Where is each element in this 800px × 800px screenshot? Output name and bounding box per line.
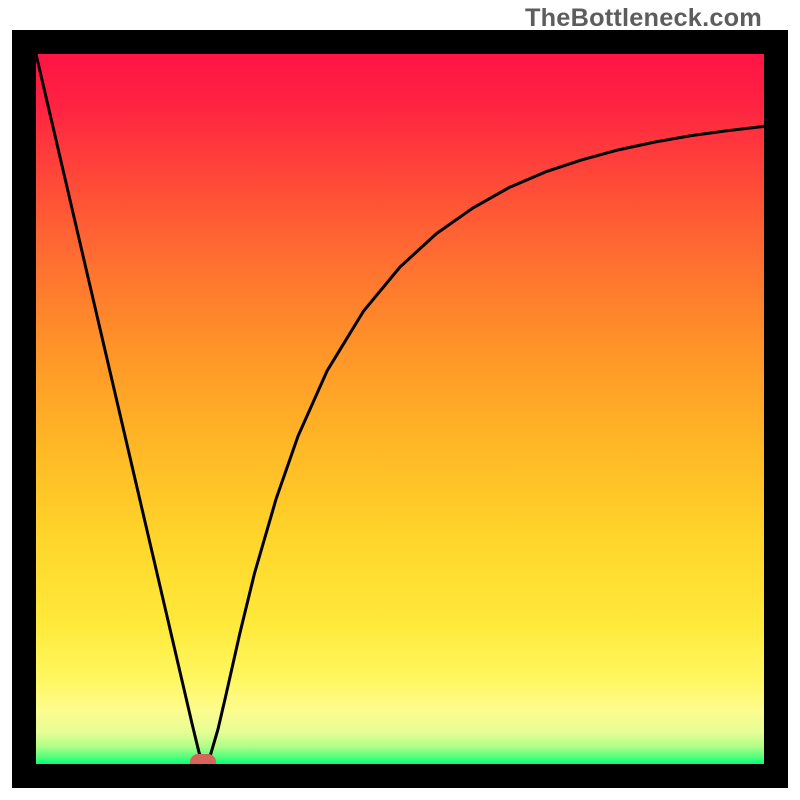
curve-path — [36, 54, 764, 764]
minimum-marker — [190, 754, 216, 764]
bottleneck-curve — [36, 54, 764, 764]
plot-area — [36, 54, 764, 764]
chart-canvas: TheBottleneck.com — [0, 0, 800, 800]
watermark-text: TheBottleneck.com — [525, 4, 762, 33]
